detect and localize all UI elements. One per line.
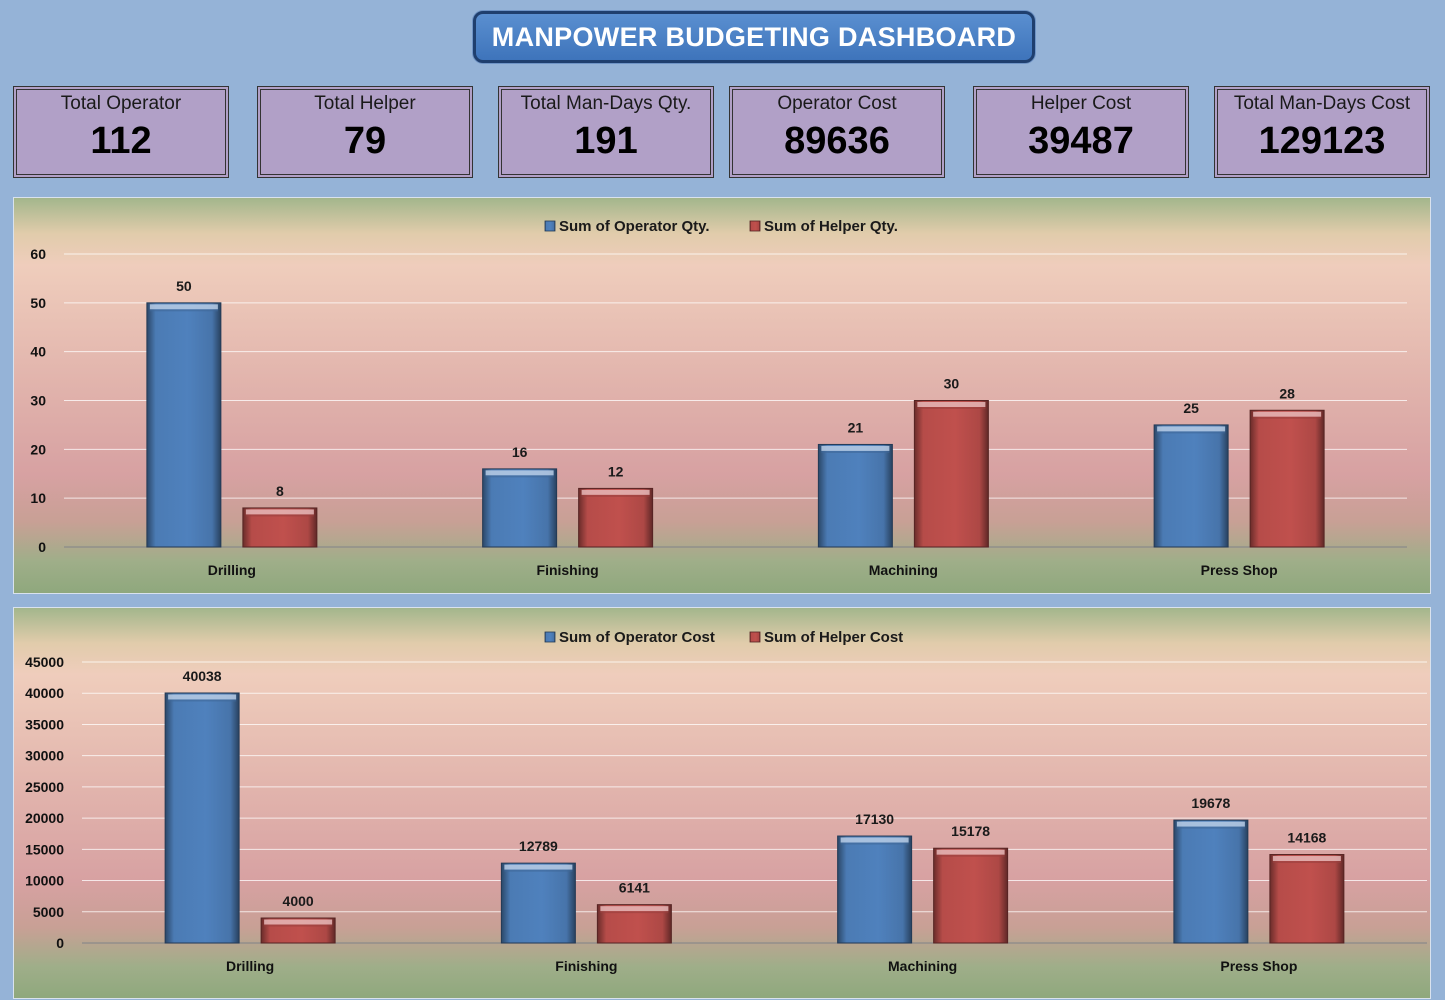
x-tick-label: Drilling	[226, 958, 274, 974]
data-label: 21	[848, 419, 864, 435]
bar-operator-finishing	[500, 862, 576, 944]
bar-helper-machining	[933, 847, 1009, 944]
bar-helper-machining	[913, 400, 989, 548]
legend-label: Sum of Operator Cost	[559, 629, 715, 646]
legend-label: Sum of Helper Qty.	[764, 218, 898, 235]
x-tick-label: Press Shop	[1201, 562, 1278, 578]
kpi-label: Total Man-Days Cost	[1233, 93, 1411, 114]
y-tick-label: 10000	[25, 873, 64, 889]
data-label: 15178	[951, 823, 990, 839]
data-label: 12	[608, 463, 624, 479]
y-tick-label: 0	[56, 935, 64, 951]
kpi-value: 129123	[1258, 120, 1386, 162]
kpi-value: 39487	[1028, 120, 1134, 162]
x-tick-label: Press Shop	[1220, 958, 1297, 974]
kpi-total-man-days-qty: Total Man-Days Qty. 191	[498, 86, 714, 178]
data-label: 50	[176, 278, 192, 294]
legend-entry: Sum of Operator Cost	[544, 629, 715, 646]
y-tick-label: 15000	[25, 841, 64, 857]
x-tick-label: Finishing	[555, 958, 617, 974]
data-label: 14168	[1287, 830, 1326, 846]
data-label: 28	[1279, 385, 1295, 401]
cost-chart-panel: 0 5000 10000 15000 20000 25000 30000 35000 40000…	[13, 607, 1431, 999]
y-tick-label: 40000	[25, 685, 64, 701]
y-tick-label: 45000	[25, 654, 64, 670]
bar-helper-finishing	[596, 904, 672, 944]
kpi-total-man-days-cost: Total Man-Days Cost 129123	[1214, 86, 1430, 178]
kpi-value: 89636	[784, 120, 890, 162]
bar-operator-press-shop	[1173, 819, 1249, 944]
legend-entry: Sum of Helper Qty.	[749, 218, 898, 235]
y-tick-label: 20000	[25, 810, 64, 826]
y-tick-label: 25000	[25, 779, 64, 795]
bar-operator-press-shop	[1153, 424, 1229, 548]
data-label: 40038	[183, 668, 222, 684]
kpi-label: Helper Cost	[1030, 93, 1132, 114]
y-tick-label: 30000	[25, 748, 64, 764]
y-tick-label: 20	[30, 441, 46, 457]
kpi-label: Total Helper	[314, 93, 416, 114]
y-tick-label: 40	[30, 344, 46, 360]
kpi-label: Total Operator	[60, 93, 182, 114]
kpi-label: Total Man-Days Qty.	[520, 93, 692, 114]
bar-helper-press-shop	[1249, 409, 1325, 548]
bar-operator-finishing	[482, 468, 558, 548]
y-tick-label: 35000	[25, 716, 64, 732]
legend-label: Sum of Helper Cost	[764, 629, 903, 646]
kpi-total-operator: Total Operator 112	[13, 86, 229, 178]
bar-helper-drilling	[260, 917, 336, 944]
data-label: 8	[276, 483, 284, 499]
bar-operator-machining	[837, 835, 913, 944]
qty-bar-chart: 0 10 20 30 40 50 60 50 8 Drilling 16 12 Finishing 21 3…	[30, 218, 1407, 578]
x-tick-label: Finishing	[537, 562, 599, 578]
bar-operator-drilling	[164, 692, 240, 944]
legend-entry: Sum of Operator Qty.	[544, 218, 710, 235]
legend-label: Sum of Operator Qty.	[559, 218, 710, 235]
kpi-label: Operator Cost	[777, 93, 897, 114]
y-tick-label: 0	[38, 539, 46, 555]
data-label: 30	[944, 376, 960, 392]
x-tick-label: Drilling	[208, 562, 256, 578]
bar-helper-press-shop	[1269, 854, 1345, 944]
kpi-helper-cost: Helper Cost 39487	[973, 86, 1189, 178]
qty-chart-panel: 0 10 20 30 40 50 60 50 8 Drilling 16 12 Finishing 21 3…	[13, 197, 1431, 594]
kpi-total-helper: Total Helper 79	[257, 86, 473, 178]
bar-helper-finishing	[578, 487, 654, 548]
dashboard-title: MANPOWER BUDGETING DASHBOARD	[473, 11, 1035, 63]
data-label: 16	[512, 444, 528, 460]
kpi-value: 79	[343, 120, 387, 162]
bar-operator-machining	[817, 443, 893, 548]
kpi-value: 112	[90, 120, 152, 162]
data-label: 4000	[283, 893, 314, 909]
kpi-operator-cost: Operator Cost 89636	[729, 86, 945, 178]
data-label: 25	[1183, 400, 1199, 416]
kpi-value: 191	[574, 120, 638, 162]
y-tick-label: 50	[30, 295, 46, 311]
data-label: 17130	[855, 811, 894, 827]
legend-entry: Sum of Helper Cost	[749, 629, 903, 646]
x-tick-label: Machining	[869, 562, 938, 578]
bar-helper-drilling	[242, 507, 318, 548]
data-label: 6141	[619, 880, 650, 896]
y-tick-label: 60	[30, 246, 46, 262]
data-label: 12789	[519, 838, 558, 854]
y-tick-label: 30	[30, 393, 46, 409]
data-label: 19678	[1191, 795, 1230, 811]
y-tick-label: 10	[30, 490, 46, 506]
y-tick-label: 5000	[33, 904, 64, 920]
x-tick-label: Machining	[888, 958, 957, 974]
cost-bar-chart: 0 5000 10000 15000 20000 25000 30000 35000 40000…	[25, 629, 1427, 974]
bar-operator-drilling	[146, 302, 222, 548]
